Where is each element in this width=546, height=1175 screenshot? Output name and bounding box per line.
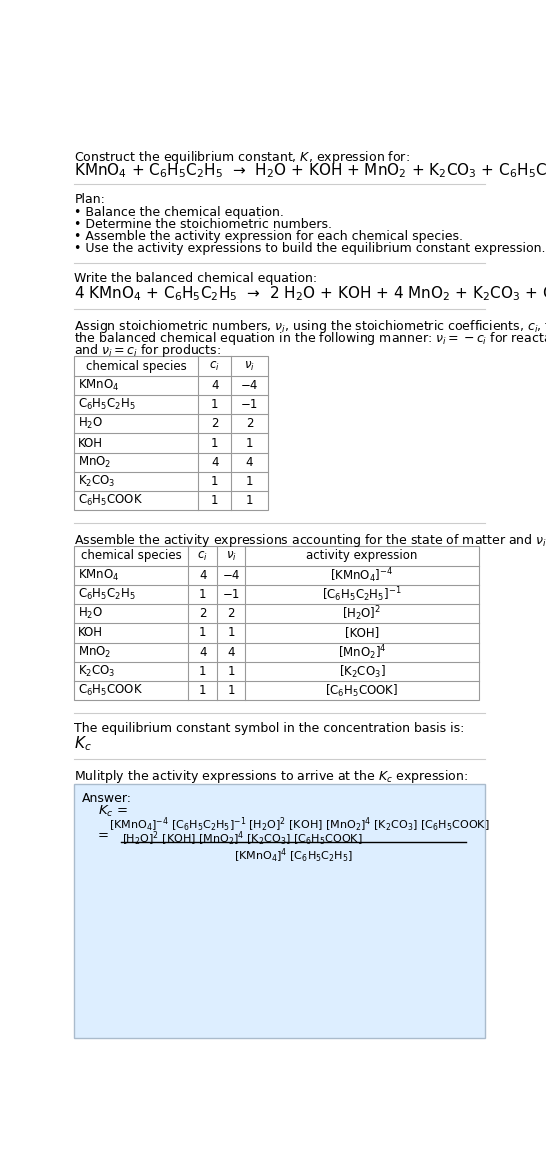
Text: 1: 1 <box>199 665 206 678</box>
Text: C$_6$H$_5$COOK: C$_6$H$_5$COOK <box>78 494 144 509</box>
Text: 2: 2 <box>246 417 253 430</box>
Text: 1: 1 <box>227 626 235 639</box>
Text: Construct the equilibrium constant, $K$, expression for:: Construct the equilibrium constant, $K$,… <box>74 149 410 166</box>
Text: 4: 4 <box>211 456 218 469</box>
Text: 1: 1 <box>211 398 218 411</box>
Text: 1: 1 <box>246 475 253 488</box>
Text: 4 KMnO$_4$ + C$_6$H$_5$C$_2$H$_5$  →  2 H$_2$O + KOH + 4 MnO$_2$ + K$_2$CO$_3$ +: 4 KMnO$_4$ + C$_6$H$_5$C$_2$H$_5$ → 2 H$… <box>74 284 546 303</box>
Text: activity expression: activity expression <box>306 550 418 563</box>
Bar <box>74 546 479 700</box>
Text: • Use the activity expressions to build the equilibrium constant expression.: • Use the activity expressions to build … <box>74 242 546 255</box>
Text: [H$_2$O]$^2$ [KOH] [MnO$_2$]$^4$ [K$_2$CO$_3$] [C$_6$H$_5$COOK]: [H$_2$O]$^2$ [KOH] [MnO$_2$]$^4$ [K$_2$C… <box>122 830 363 848</box>
Text: KOH: KOH <box>78 437 103 450</box>
Text: =: = <box>98 830 109 842</box>
Text: 1: 1 <box>227 684 235 697</box>
Text: 1: 1 <box>246 495 253 508</box>
Text: Write the balanced chemical equation:: Write the balanced chemical equation: <box>74 271 318 284</box>
Text: chemical species: chemical species <box>81 550 182 563</box>
Text: [MnO$_2$]$^4$: [MnO$_2$]$^4$ <box>337 643 386 662</box>
Text: • Balance the chemical equation.: • Balance the chemical equation. <box>74 206 284 220</box>
Text: • Determine the stoichiometric numbers.: • Determine the stoichiometric numbers. <box>74 219 333 231</box>
Text: K$_2$CO$_3$: K$_2$CO$_3$ <box>78 664 116 679</box>
Text: [KMnO$_4$]$^{-4}$: [KMnO$_4$]$^{-4}$ <box>330 566 394 584</box>
Bar <box>74 784 485 1038</box>
Text: 1: 1 <box>199 684 206 697</box>
Text: 1: 1 <box>211 437 218 450</box>
Text: chemical species: chemical species <box>86 360 187 372</box>
Text: 4: 4 <box>199 646 206 659</box>
Text: C$_6$H$_5$COOK: C$_6$H$_5$COOK <box>78 683 144 698</box>
Text: [C$_6$H$_5$C$_2$H$_5$]$^{-1}$: [C$_6$H$_5$C$_2$H$_5$]$^{-1}$ <box>322 585 402 604</box>
Text: KMnO$_4$: KMnO$_4$ <box>78 378 120 392</box>
Text: 4: 4 <box>211 378 218 391</box>
Text: 1: 1 <box>211 495 218 508</box>
Text: 2: 2 <box>211 417 218 430</box>
Text: K$_2$CO$_3$: K$_2$CO$_3$ <box>78 474 116 489</box>
Text: [KMnO$_4$]$^4$ [C$_6$H$_5$C$_2$H$_5$]: [KMnO$_4$]$^4$ [C$_6$H$_5$C$_2$H$_5$] <box>234 846 353 865</box>
Text: Mulitply the activity expressions to arrive at the $K_c$ expression:: Mulitply the activity expressions to arr… <box>74 768 469 785</box>
Text: −1: −1 <box>241 398 258 411</box>
Text: MnO$_2$: MnO$_2$ <box>78 455 112 470</box>
Text: 4: 4 <box>246 456 253 469</box>
Text: [H$_2$O]$^2$: [H$_2$O]$^2$ <box>342 604 382 623</box>
Text: $c_i$: $c_i$ <box>197 550 208 563</box>
Text: the balanced chemical equation in the following manner: $\nu_i = -c_i$ for react: the balanced chemical equation in the fo… <box>74 330 546 347</box>
Text: C$_6$H$_5$C$_2$H$_5$: C$_6$H$_5$C$_2$H$_5$ <box>78 397 136 412</box>
Text: $K_c$: $K_c$ <box>74 734 92 753</box>
Text: 2: 2 <box>199 607 206 620</box>
Text: 4: 4 <box>199 569 206 582</box>
Text: [C$_6$H$_5$COOK]: [C$_6$H$_5$COOK] <box>325 683 399 699</box>
Text: KMnO$_4$: KMnO$_4$ <box>78 568 120 583</box>
Text: Assemble the activity expressions accounting for the state of matter and $\nu_i$: Assemble the activity expressions accoun… <box>74 532 546 549</box>
Text: [KMnO$_4$]$^{-4}$ [C$_6$H$_5$C$_2$H$_5$]$^{-1}$ [H$_2$O]$^2$ [KOH] [MnO$_2$]$^4$: [KMnO$_4$]$^{-4}$ [C$_6$H$_5$C$_2$H$_5$]… <box>109 815 490 834</box>
Text: • Assemble the activity expression for each chemical species.: • Assemble the activity expression for e… <box>74 230 464 243</box>
Text: 1: 1 <box>246 437 253 450</box>
Text: KOH: KOH <box>78 626 103 639</box>
Text: $\nu_i$: $\nu_i$ <box>225 550 236 563</box>
Text: C$_6$H$_5$C$_2$H$_5$: C$_6$H$_5$C$_2$H$_5$ <box>78 586 136 602</box>
Text: MnO$_2$: MnO$_2$ <box>78 645 112 659</box>
Text: 1: 1 <box>211 475 218 488</box>
Text: The equilibrium constant symbol in the concentration basis is:: The equilibrium constant symbol in the c… <box>74 721 465 734</box>
Text: H$_2$O: H$_2$O <box>78 416 104 431</box>
Text: [KOH]: [KOH] <box>345 626 379 639</box>
Text: Answer:: Answer: <box>82 792 132 805</box>
Text: H$_2$O: H$_2$O <box>78 606 104 622</box>
Text: 4: 4 <box>227 646 235 659</box>
Text: $K_c$ =: $K_c$ = <box>98 804 128 819</box>
Text: [K$_2$CO$_3$]: [K$_2$CO$_3$] <box>339 664 385 679</box>
Text: KMnO$_4$ + C$_6$H$_5$C$_2$H$_5$  →  H$_2$O + KOH + MnO$_2$ + K$_2$CO$_3$ + C$_6$: KMnO$_4$ + C$_6$H$_5$C$_2$H$_5$ → H$_2$O… <box>74 161 546 180</box>
Text: 1: 1 <box>199 626 206 639</box>
Text: 1: 1 <box>227 665 235 678</box>
Text: 1: 1 <box>199 588 206 600</box>
Text: $c_i$: $c_i$ <box>209 360 220 372</box>
Text: −4: −4 <box>241 378 258 391</box>
Text: 2: 2 <box>227 607 235 620</box>
Text: Plan:: Plan: <box>74 194 105 207</box>
Text: and $\nu_i = c_i$ for products:: and $\nu_i = c_i$ for products: <box>74 342 222 360</box>
Text: −1: −1 <box>222 588 240 600</box>
Bar <box>74 356 268 510</box>
Text: −4: −4 <box>222 569 240 582</box>
Text: $\nu_i$: $\nu_i$ <box>244 360 255 372</box>
Text: Assign stoichiometric numbers, $\nu_i$, using the stoichiometric coefficients, $: Assign stoichiometric numbers, $\nu_i$, … <box>74 318 546 335</box>
